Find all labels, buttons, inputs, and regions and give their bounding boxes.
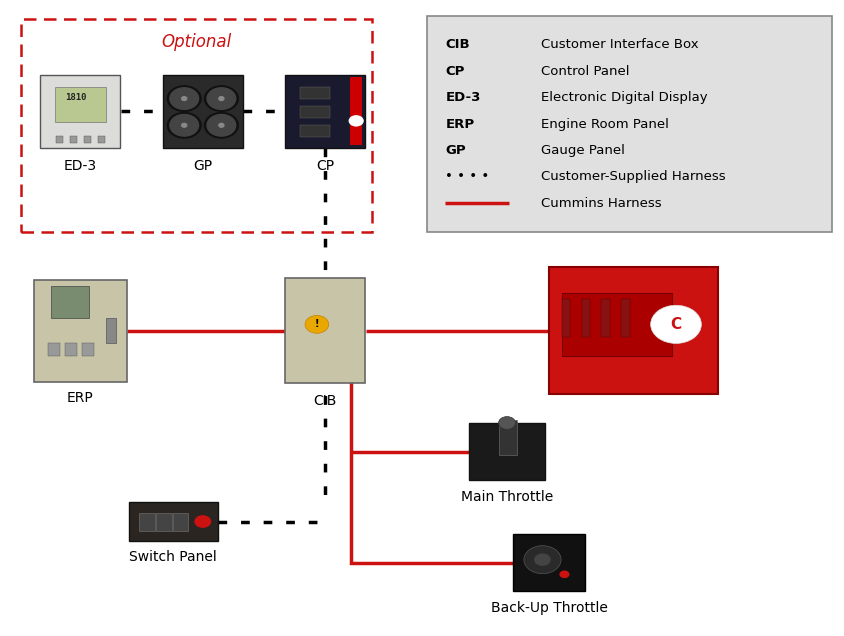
Circle shape	[170, 88, 198, 109]
Text: ERP: ERP	[445, 118, 473, 130]
Text: CP: CP	[316, 159, 334, 173]
FancyBboxPatch shape	[513, 534, 584, 591]
Text: CIB: CIB	[445, 38, 469, 52]
Bar	[56, 137, 62, 143]
Text: ED-3: ED-3	[63, 159, 97, 173]
Text: Cummins Harness: Cummins Harness	[540, 197, 661, 210]
Circle shape	[498, 417, 515, 429]
Bar	[300, 87, 330, 99]
Text: CIB: CIB	[313, 394, 337, 408]
Circle shape	[167, 113, 201, 138]
Text: Customer-Supplied Harness: Customer-Supplied Harness	[540, 170, 724, 183]
Circle shape	[181, 97, 187, 100]
Circle shape	[559, 570, 569, 578]
Circle shape	[207, 88, 235, 109]
Text: Electronic Digital Display: Electronic Digital Display	[540, 91, 706, 104]
FancyBboxPatch shape	[561, 293, 671, 356]
Text: GP: GP	[193, 159, 212, 173]
Text: Main Throttle: Main Throttle	[460, 490, 553, 504]
FancyBboxPatch shape	[163, 74, 243, 148]
FancyBboxPatch shape	[468, 423, 544, 480]
Circle shape	[219, 97, 224, 100]
Bar	[55, 87, 106, 122]
Text: Control Panel: Control Panel	[540, 65, 629, 78]
Bar	[70, 137, 77, 143]
FancyBboxPatch shape	[285, 279, 365, 383]
Circle shape	[219, 123, 224, 127]
Text: Optional: Optional	[161, 33, 231, 51]
Bar	[581, 299, 589, 337]
Bar	[51, 286, 89, 318]
Bar	[139, 513, 154, 531]
Text: ED-3: ED-3	[445, 91, 480, 104]
Bar	[601, 299, 609, 337]
Text: 1810: 1810	[65, 93, 87, 102]
FancyBboxPatch shape	[549, 267, 717, 394]
Circle shape	[305, 315, 328, 333]
Circle shape	[650, 305, 701, 343]
Text: C: C	[669, 317, 681, 332]
Text: !: !	[314, 319, 319, 329]
Circle shape	[523, 546, 560, 574]
Circle shape	[533, 553, 550, 566]
Text: CP: CP	[445, 65, 464, 78]
Text: Back-Up Throttle: Back-Up Throttle	[490, 601, 607, 615]
Bar	[300, 125, 330, 137]
Text: Gauge Panel: Gauge Panel	[540, 144, 624, 157]
Bar	[84, 137, 90, 143]
Text: ERP: ERP	[67, 391, 94, 405]
Text: Customer Interface Box: Customer Interface Box	[540, 38, 698, 52]
FancyBboxPatch shape	[128, 502, 218, 541]
Circle shape	[204, 86, 238, 111]
Bar	[173, 513, 188, 531]
Text: Switch Panel: Switch Panel	[129, 550, 217, 564]
Bar	[300, 106, 330, 118]
FancyBboxPatch shape	[285, 74, 365, 148]
Circle shape	[181, 123, 187, 127]
Bar	[620, 299, 629, 337]
Bar	[65, 343, 77, 356]
Bar	[561, 299, 570, 337]
Circle shape	[207, 114, 235, 136]
FancyBboxPatch shape	[34, 280, 127, 382]
Bar	[82, 343, 94, 356]
Circle shape	[170, 114, 198, 136]
Text: • • • •: • • • •	[445, 170, 489, 183]
FancyBboxPatch shape	[41, 74, 121, 148]
Circle shape	[349, 115, 364, 127]
Circle shape	[204, 113, 238, 138]
Bar	[106, 318, 116, 343]
Bar	[498, 420, 517, 455]
Circle shape	[194, 515, 211, 528]
Text: Engine Room Panel: Engine Room Panel	[540, 118, 668, 130]
Circle shape	[167, 86, 201, 111]
Bar	[350, 77, 361, 146]
Bar	[156, 513, 171, 531]
FancyBboxPatch shape	[426, 16, 831, 232]
Bar	[98, 137, 105, 143]
Text: GP: GP	[445, 144, 465, 157]
Bar	[48, 343, 60, 356]
